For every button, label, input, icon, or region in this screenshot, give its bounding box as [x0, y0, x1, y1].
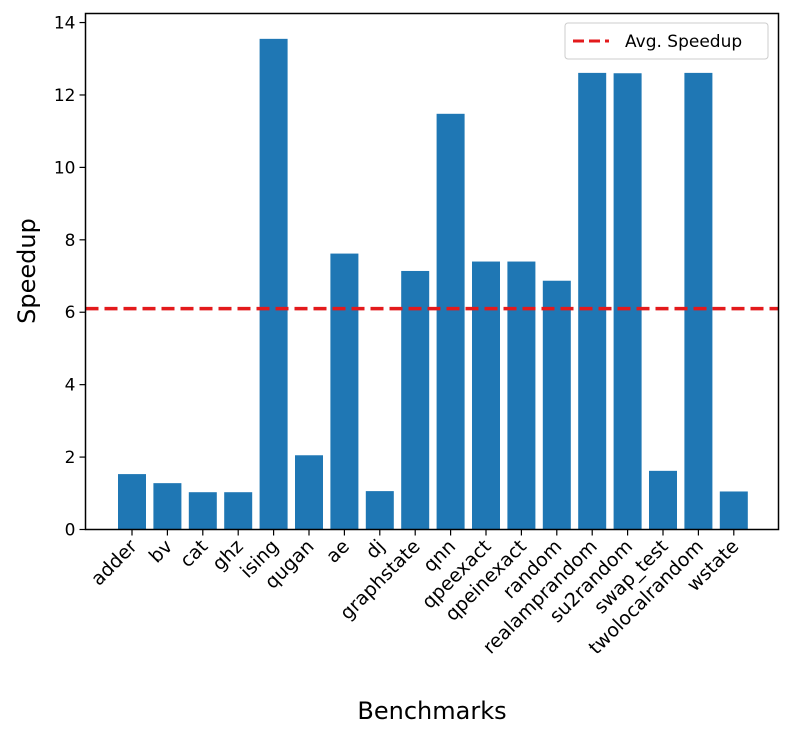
y-tick-label: 4	[65, 376, 76, 396]
y-tick-label: 0	[65, 521, 76, 541]
bar-twolocalrandom	[684, 72, 713, 530]
bar-realamprandom	[578, 72, 607, 530]
y-axis-label: Speedup	[13, 218, 41, 324]
bar-qugan	[295, 455, 323, 530]
legend: Avg. Speedup	[564, 22, 769, 60]
y-tick-label: 12	[54, 86, 76, 106]
bar-qpeexact	[472, 261, 500, 530]
y-tick-label: 14	[54, 14, 76, 34]
legend-box	[564, 22, 769, 60]
x-tick-label: cat	[176, 535, 212, 571]
bar-ghz	[224, 492, 253, 530]
bar-qpeinexact	[507, 261, 536, 530]
bar-wstate	[719, 491, 748, 530]
legend-label: Avg. Speedup	[625, 32, 742, 52]
bar-dj	[365, 491, 394, 530]
bar-cat	[188, 492, 217, 530]
y-ticks-layer: 0 2 4 6 8 10 12 14	[54, 14, 86, 541]
bar-adder	[118, 474, 146, 530]
x-axis-label: Benchmarks	[357, 697, 506, 725]
bar-ae	[330, 253, 359, 530]
bars-layer	[118, 38, 748, 530]
bar-su2random	[613, 73, 642, 530]
bar-swap-test	[649, 470, 677, 530]
bar-bv	[153, 483, 182, 530]
x-tick-label: adder	[87, 535, 142, 590]
y-tick-label: 10	[54, 158, 76, 178]
x-tick-label: ae	[322, 535, 354, 567]
bar-graphstate	[401, 270, 430, 530]
y-tick-label: 8	[65, 231, 76, 251]
bar-ising	[259, 38, 288, 530]
x-tick-label: bv	[145, 535, 177, 567]
y-tick-label: 6	[65, 303, 76, 323]
bar-random	[542, 280, 571, 530]
bar-qnn	[436, 113, 465, 530]
plot-frame	[84, 12, 780, 531]
y-tick-label: 2	[65, 448, 76, 468]
axes-layer	[84, 12, 780, 531]
